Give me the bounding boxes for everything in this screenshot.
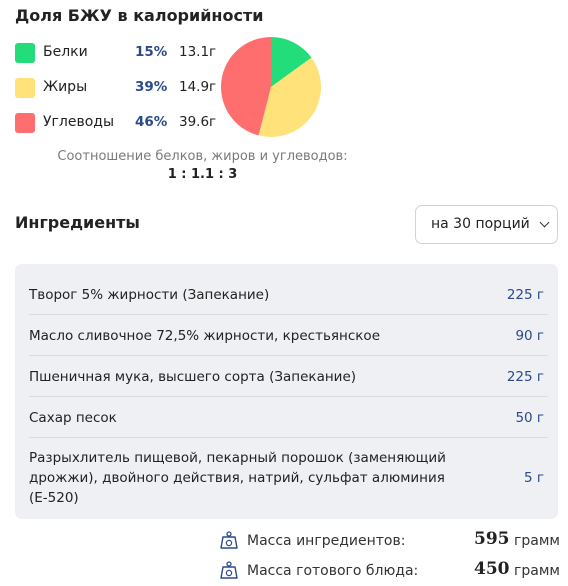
- fat-swatch: [15, 78, 35, 98]
- legend-grams: 39.6г: [179, 114, 217, 130]
- legend-grams: 14.9г: [179, 79, 217, 95]
- protein-swatch: [15, 43, 35, 63]
- pie-slice-protein: [271, 37, 312, 87]
- ingredients-mass-row: Масса ингредиентов: 595 грамм: [220, 528, 560, 558]
- ingredient-row: Творог 5% жирности (Запекание) 225 г: [29, 274, 548, 315]
- ingredients-mass-unit: грамм: [514, 533, 560, 549]
- ingredient-amount: 225 г: [506, 287, 544, 303]
- ingredient-row: Масло сливочное 72,5% жирности, крестьян…: [29, 315, 548, 356]
- portion-select-value: на 30 порций: [431, 216, 530, 232]
- carbs-swatch: [15, 113, 35, 133]
- ingredient-row: Разрыхлитель пищевой, пекарный порошок (…: [29, 438, 548, 512]
- ingredient-amount: 225 г: [506, 369, 544, 385]
- ingredients-mass-label: Масса ингредиентов:: [247, 533, 406, 549]
- macros-ratio: Соотношение белков, жиров и углеводов: 1…: [45, 148, 360, 184]
- dish-mass-row: Масса готового блюда: 450 грамм: [220, 558, 560, 586]
- chevron-down-icon: [539, 217, 550, 228]
- legend-percent: 46%: [135, 114, 168, 130]
- ingredient-name: Творог 5% жирности (Запекание): [29, 287, 270, 303]
- ingredients-list: Творог 5% жирности (Запекание) 225 г Мас…: [15, 264, 558, 519]
- legend-percent: 39%: [135, 79, 168, 95]
- mass-totals: Масса ингредиентов: 595 грамм Масса гото…: [220, 528, 560, 586]
- dish-mass-unit: грамм: [514, 563, 560, 579]
- dish-mass-label: Масса готового блюда:: [247, 563, 419, 579]
- legend-percent: 15%: [135, 44, 168, 60]
- ingredient-name: Пшеничная мука, высшего сорта (Запекание…: [29, 369, 357, 385]
- ingredient-name: Сахар песок: [29, 410, 117, 426]
- ingredient-amount: 90 г: [515, 328, 544, 344]
- scale-weight-icon: [220, 561, 238, 579]
- ingredients-title: Ингредиенты: [15, 213, 140, 232]
- dish-mass-value: 450: [474, 559, 510, 579]
- ingredient-amount: 50 г: [515, 410, 544, 426]
- macros-legend: Белки 15% 13.1г Жиры 39% 14.9г Углеводы …: [15, 38, 225, 143]
- legend-name: Жиры: [43, 79, 88, 95]
- legend-row-fat: Жиры 39% 14.9г: [15, 73, 225, 108]
- macros-pie-chart: [221, 37, 321, 138]
- legend-name: Белки: [43, 44, 88, 60]
- macros-title: Доля БЖУ в калорийности: [15, 6, 264, 25]
- pie-slice-fat: [258, 57, 321, 138]
- legend-grams: 13.1г: [179, 44, 217, 60]
- legend-name: Углеводы: [43, 114, 114, 130]
- ingredient-row: Пшеничная мука, высшего сорта (Запекание…: [29, 356, 548, 397]
- ingredient-name: Масло сливочное 72,5% жирности, крестьян…: [29, 328, 380, 344]
- ratio-value: 1 : 1.1 : 3: [167, 167, 238, 182]
- ingredient-row: Сахар песок 50 г: [29, 397, 548, 438]
- scale-weight-icon: [220, 531, 238, 549]
- legend-row-protein: Белки 15% 13.1г: [15, 38, 225, 73]
- ingredients-mass-value: 595: [474, 529, 510, 549]
- portion-select[interactable]: на 30 порций: [415, 205, 558, 244]
- ingredient-amount: 5 г: [524, 470, 544, 486]
- ratio-label: Соотношение белков, жиров и углеводов:: [57, 149, 348, 164]
- ingredient-name: Разрыхлитель пищевой, пекарный порошок (…: [29, 450, 446, 506]
- pie-slice-carbs: [221, 37, 271, 136]
- legend-row-carbs: Углеводы 46% 39.6г: [15, 108, 225, 143]
